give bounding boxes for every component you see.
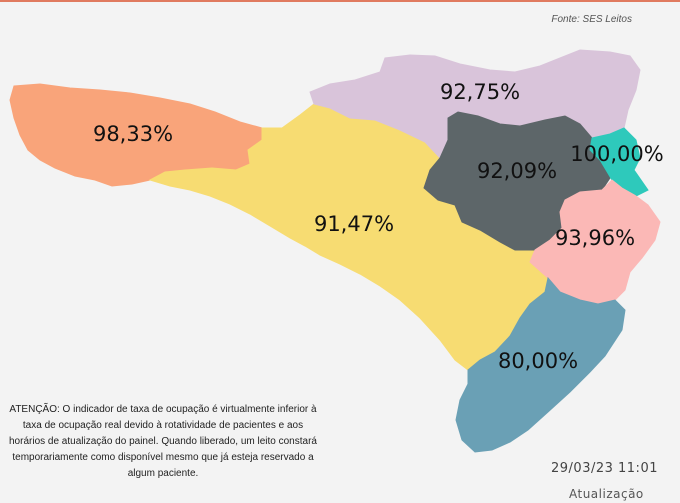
top-accent-line xyxy=(0,0,680,2)
region-label-grande-florianopolis: 93,96% xyxy=(555,226,635,250)
region-label-meio-oeste-serra: 91,47% xyxy=(314,212,394,236)
region-foz-itajai[interactable] xyxy=(589,127,649,197)
update-label: Atualização xyxy=(569,487,644,501)
region-label-sul: 80,00% xyxy=(498,349,578,373)
occupancy-warning-text: ATENÇÃO: O indicador de taxa de ocupação… xyxy=(9,404,317,479)
region-label-foz-itajai: 100,00% xyxy=(570,142,663,166)
region-sul[interactable] xyxy=(455,276,626,453)
region-label-norte: 92,75% xyxy=(440,80,520,104)
region-label-oeste: 98,33% xyxy=(93,122,173,146)
source-label: Fonte: SES Leitos xyxy=(551,14,632,25)
update-timestamp: 29/03/23 11:01 xyxy=(551,461,658,476)
region-label-vale-itajai: 92,09% xyxy=(477,159,557,183)
